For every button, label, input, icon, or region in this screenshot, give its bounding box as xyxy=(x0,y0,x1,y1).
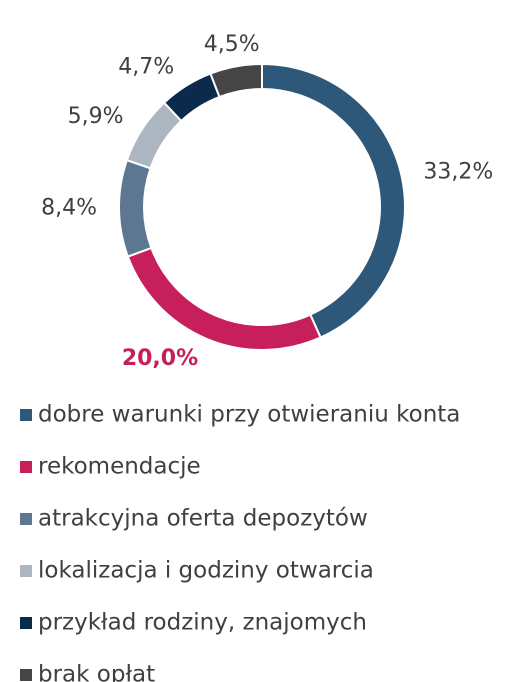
legend-label: brak opłat xyxy=(38,662,155,682)
legend-label: dobre warunki przy otwieraniu konta xyxy=(38,402,460,428)
donut-segment xyxy=(118,158,153,258)
legend-label: lokalizacja i godziny otwarcia xyxy=(38,558,374,584)
legend-label: przykład rodziny, znajomych xyxy=(38,610,367,636)
donut-segment xyxy=(261,62,406,339)
data-label: 20,0% xyxy=(122,346,198,371)
donut-segment xyxy=(126,246,322,351)
data-label: 33,2% xyxy=(423,159,493,184)
data-label: 5,9% xyxy=(68,104,124,129)
legend-swatch xyxy=(20,669,32,681)
legend-swatch xyxy=(20,513,32,525)
legend-swatch xyxy=(20,617,32,629)
data-label: 4,5% xyxy=(204,32,260,57)
legend-swatch xyxy=(20,565,32,577)
legend-swatch xyxy=(20,461,32,473)
data-label: 4,7% xyxy=(118,54,174,79)
data-label: 8,4% xyxy=(41,196,97,221)
legend-swatch xyxy=(20,409,32,421)
donut-segment xyxy=(209,62,263,99)
legend-label: rekomendacje xyxy=(38,454,201,480)
legend-label: atrakcyjna oferta depozytów xyxy=(38,506,368,532)
